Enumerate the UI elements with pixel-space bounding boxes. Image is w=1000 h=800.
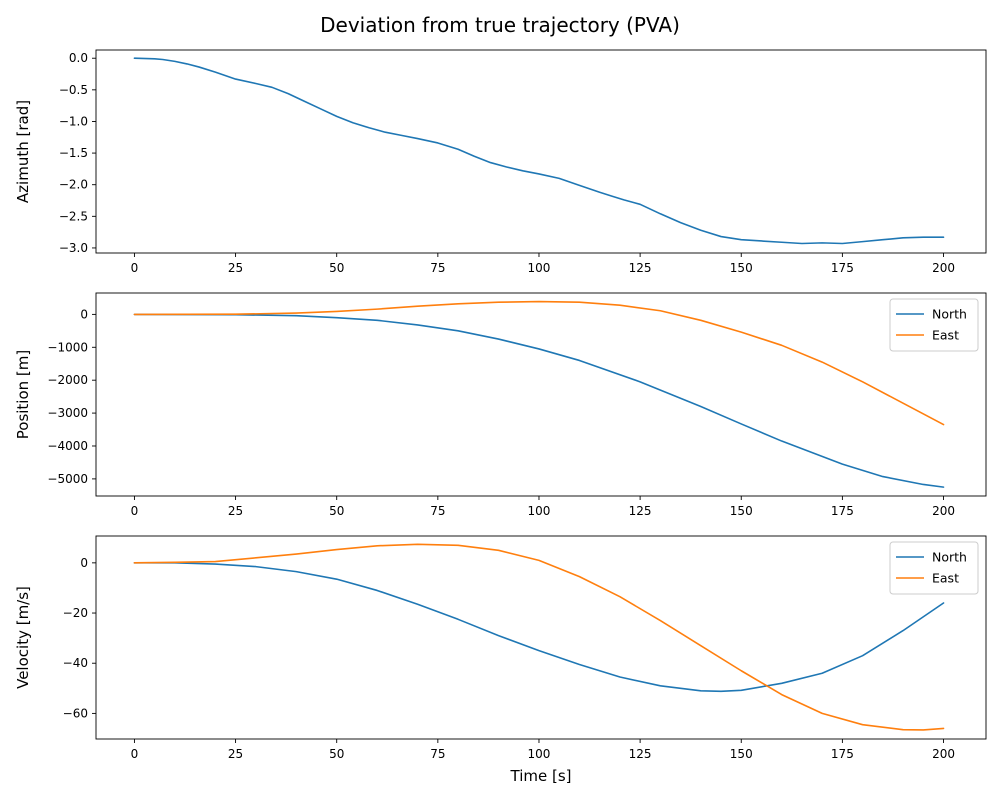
y-tick-label: −1.5 xyxy=(59,146,88,160)
x-tick-label: 25 xyxy=(228,747,243,761)
y-tick-label: −2.5 xyxy=(59,209,88,223)
y-tick-label: 0.0 xyxy=(69,51,88,65)
series-line-azimuth xyxy=(133,57,945,245)
y-tick-label: −40 xyxy=(63,656,88,670)
figure-title: Deviation from true trajectory (PVA) xyxy=(320,13,680,37)
legend: North East xyxy=(889,298,979,352)
x-tick-label: 125 xyxy=(629,504,652,518)
y-axis-label: Position [m] xyxy=(14,350,32,440)
x-tick-label: 50 xyxy=(329,504,344,518)
position-panel: 0 25 50 75 100 125 150 175 200 −5000 −4000 −3000 −20… xyxy=(14,292,987,518)
y-tick-label: −5000 xyxy=(47,472,88,486)
y-tick-label: 0 xyxy=(80,307,88,321)
y-axis-label: Velocity [m/s] xyxy=(14,586,32,689)
legend-label-east: East xyxy=(932,328,959,343)
x-tick-label: 200 xyxy=(932,504,955,518)
x-tick-label: 0 xyxy=(131,747,139,761)
x-tick-label: 175 xyxy=(831,504,854,518)
y-tick-label: −3000 xyxy=(47,406,88,420)
x-tick-label: 25 xyxy=(228,261,243,275)
legend-box xyxy=(889,541,979,595)
axes-frame xyxy=(95,292,987,497)
x-tick-label: 100 xyxy=(528,747,551,761)
y-tick-label: −20 xyxy=(63,606,88,620)
legend-label-north: North xyxy=(932,307,967,322)
x-tick-label: 0 xyxy=(131,504,139,518)
x-tick-label: 100 xyxy=(528,504,551,518)
x-tick-label: 50 xyxy=(329,747,344,761)
x-tick-label: 75 xyxy=(430,504,445,518)
legend-label-north: North xyxy=(932,550,967,565)
y-tick-label: −1000 xyxy=(47,340,88,354)
x-tick-label: 75 xyxy=(430,747,445,761)
axes-frame xyxy=(95,49,987,254)
series-line-north xyxy=(133,313,945,488)
x-tick-label: 175 xyxy=(831,747,854,761)
y-tick-label: −2.0 xyxy=(59,178,88,192)
legend-label-east: East xyxy=(932,571,959,586)
y-tick-label: −0.5 xyxy=(59,83,88,97)
axes-frame xyxy=(95,535,987,740)
x-tick-label: 125 xyxy=(629,261,652,275)
series-line-north xyxy=(133,562,945,693)
y-tick-label: 0 xyxy=(80,556,88,570)
azimuth-panel: 0 25 50 75 100 125 150 175 200 −3.0 −2.5 −2.0 −1.5 −1… xyxy=(14,49,987,275)
x-tick-label: 200 xyxy=(932,747,955,761)
x-tick-label: 125 xyxy=(629,747,652,761)
y-tick-label: −2000 xyxy=(47,373,88,387)
legend: North East xyxy=(889,541,979,595)
x-tick-label: 175 xyxy=(831,261,854,275)
y-tick-label: −1.0 xyxy=(59,114,88,128)
x-tick-label: 150 xyxy=(730,261,753,275)
y-tick-label: −4000 xyxy=(47,439,88,453)
series-line-east xyxy=(133,543,945,731)
y-axis-label: Azimuth [rad] xyxy=(14,100,32,203)
y-tick-label: −3.0 xyxy=(59,241,88,255)
x-tick-label: 75 xyxy=(430,261,445,275)
x-tick-label: 0 xyxy=(131,261,139,275)
x-tick-label: 200 xyxy=(932,261,955,275)
x-tick-label: 100 xyxy=(528,261,551,275)
legend-box xyxy=(889,298,979,352)
y-tick-label: −60 xyxy=(63,706,88,720)
x-tick-label: 150 xyxy=(730,747,753,761)
series-line-east xyxy=(133,300,945,426)
x-axis-label: Time [s] xyxy=(510,767,572,785)
x-tick-label: 150 xyxy=(730,504,753,518)
x-tick-label: 50 xyxy=(329,261,344,275)
velocity-panel: 0 25 50 75 100 125 150 175 200 −60 −40 −20 0 Velocity… xyxy=(14,535,987,785)
x-tick-label: 25 xyxy=(228,504,243,518)
